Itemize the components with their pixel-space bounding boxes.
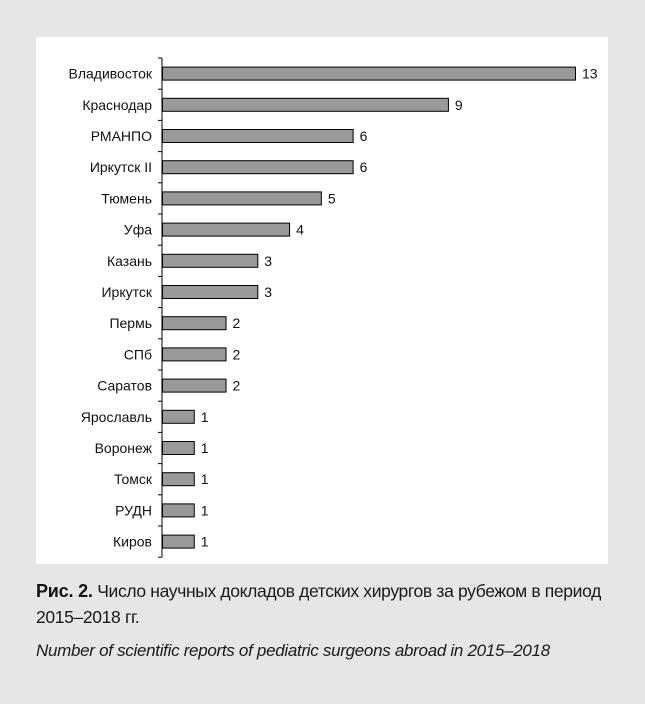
- bar: [162, 378, 227, 393]
- category-label: РУДН: [115, 502, 152, 518]
- bar: [162, 129, 354, 143]
- category-label: Томск: [114, 471, 153, 487]
- value-label: 1: [201, 534, 209, 550]
- value-label: 6: [360, 159, 368, 175]
- category-label: Краснодар: [82, 97, 152, 113]
- figure-label: Рис. 2.: [36, 581, 93, 601]
- category-label: Казань: [107, 253, 152, 269]
- bar: [162, 534, 195, 549]
- bar: [162, 253, 259, 268]
- category-label: Иркутск: [101, 284, 152, 300]
- category-label: Пермь: [109, 315, 152, 331]
- bar: [162, 97, 449, 112]
- value-label: 4: [296, 222, 304, 238]
- bar: [162, 285, 259, 299]
- category-label: Ярославль: [81, 409, 152, 425]
- category-label: СПб: [124, 346, 152, 362]
- value-label: 9: [455, 97, 463, 113]
- category-label: РМАНПО: [91, 128, 152, 144]
- value-label: 1: [201, 440, 209, 456]
- category-label: Тюмень: [101, 190, 152, 206]
- category-label: Владивосток: [68, 66, 152, 82]
- value-label: 13: [582, 66, 598, 82]
- value-label: 3: [264, 253, 272, 269]
- figure-caption: Рис. 2. Число научных докладов детских х…: [36, 578, 626, 662]
- category-label: Киров: [113, 534, 152, 550]
- value-label: 2: [233, 315, 241, 331]
- bar: [162, 160, 354, 175]
- category-label: Саратов: [97, 378, 152, 394]
- category-label: Воронеж: [95, 440, 153, 456]
- bar: [162, 472, 195, 487]
- caption-english: Number of scientific reports of pediatri…: [36, 641, 550, 660]
- value-label: 5: [328, 190, 336, 206]
- value-label: 1: [201, 409, 209, 425]
- caption-russian-text: Число научных докладов детских хирургов …: [36, 581, 601, 627]
- bar: [162, 222, 291, 237]
- value-label: 2: [233, 378, 241, 394]
- bar: [162, 347, 227, 362]
- category-label: Иркутск II: [90, 159, 152, 175]
- category-label: Уфа: [124, 222, 152, 238]
- bar: [162, 409, 195, 424]
- bar: [162, 503, 195, 518]
- bar: [162, 191, 322, 206]
- value-label: 3: [264, 284, 272, 300]
- caption-russian: Рис. 2. Число научных докладов детских х…: [36, 578, 626, 630]
- bar: [162, 316, 227, 331]
- value-label: 2: [233, 346, 241, 362]
- bar: [162, 441, 195, 455]
- value-label: 6: [360, 128, 368, 144]
- bar: [162, 66, 576, 81]
- value-label: 1: [201, 502, 209, 518]
- chart-panel: Владивосток 13 Краснодар 9 РМАНПО 6 Иркутск II…: [36, 37, 608, 564]
- value-label: 1: [201, 471, 209, 487]
